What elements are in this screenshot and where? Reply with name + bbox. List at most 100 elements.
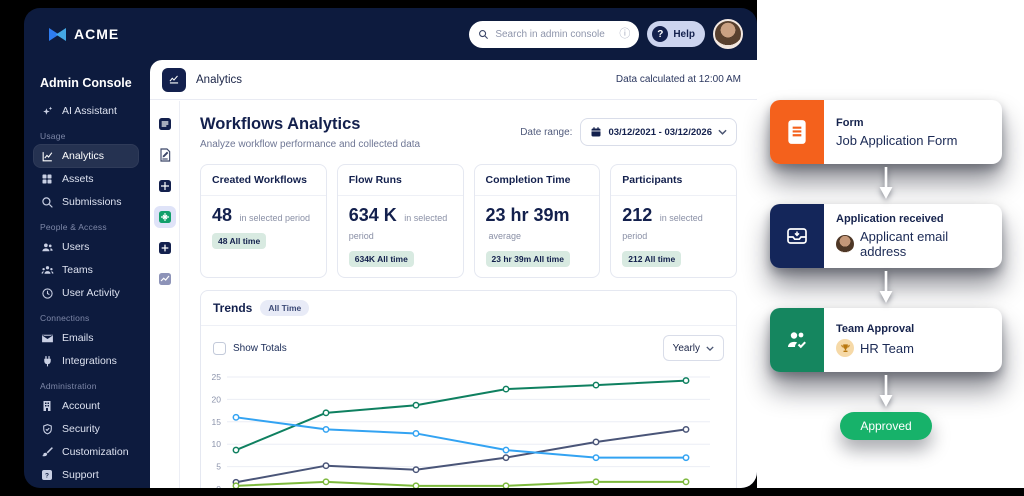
panel-header: Analytics Data calculated at 12:00 AM: [150, 60, 757, 100]
interval-dropdown[interactable]: Yearly: [662, 335, 724, 361]
account-icon: [40, 399, 54, 413]
sidebar-item-label: Account: [62, 400, 100, 412]
question-icon: ?: [652, 26, 669, 42]
search-input[interactable]: [495, 28, 614, 40]
stat-card-created-workflows: Created Workflows 48 in selected period …: [200, 164, 327, 278]
stats-row: Created Workflows 48 in selected period …: [200, 164, 737, 278]
svg-text:20: 20: [212, 394, 222, 404]
sidebar-item-security[interactable]: Security: [34, 418, 138, 440]
rail-add-icon[interactable]: [154, 237, 176, 259]
approved-status-pill[interactable]: Approved: [840, 412, 932, 440]
stat-title: Participants: [611, 165, 736, 196]
sidebar-item-label: Analytics: [62, 150, 105, 162]
arrow-down-icon: [877, 268, 895, 308]
date-range-dropdown[interactable]: 03/12/2021 - 03/12/2026: [580, 118, 737, 146]
date-range-value: 03/12/2021 - 03/12/2026: [608, 126, 712, 138]
sidebar-item-assets[interactable]: Assets: [34, 168, 138, 190]
sidebar-item-label: Assets: [62, 173, 94, 185]
plug-icon: [40, 354, 54, 368]
flow-step-title: Application received: [836, 213, 944, 225]
rail-doc-icon[interactable]: [154, 113, 176, 135]
content-area: Workflows Analytics Analyze workflow per…: [180, 101, 757, 488]
search-icon: [40, 195, 54, 209]
brand-name: ACME: [74, 26, 120, 42]
stat-caption: in selected period: [239, 213, 311, 223]
search-bar[interactable]: ⓘ: [469, 20, 640, 48]
grid-icon: [40, 172, 54, 186]
rail-grid-icon[interactable]: [154, 175, 176, 197]
trends-card: Trends All Time Show Totals Yearly 0 5 10 1…: [200, 290, 737, 488]
rail-signature-icon[interactable]: [154, 144, 176, 166]
sidebar-item-label: Submissions: [62, 196, 122, 208]
section-label-usage: Usage: [40, 131, 66, 141]
sidebar-item-label: Customization: [62, 446, 129, 458]
user-avatar[interactable]: [713, 19, 743, 49]
app-window: ACME ⓘ ? Help Admin Console AI Assistan: [24, 8, 757, 488]
stat-value: 23 hr 39m: [485, 205, 570, 225]
arrow-down-icon: [877, 372, 895, 412]
sidebar-item-label: User Activity: [62, 287, 120, 299]
help-button[interactable]: ? Help: [647, 21, 705, 47]
analytics-page-icon: [162, 67, 186, 92]
sidebar-item-integrations[interactable]: Integrations: [34, 350, 138, 372]
bottom-strip: [0, 488, 1024, 496]
stat-badge: 212 All time: [622, 251, 682, 267]
users-icon: [40, 240, 54, 254]
sidebar-item-ai-assistant[interactable]: AI Assistant: [34, 100, 138, 122]
flow-step-subtitle: HR Team: [860, 340, 914, 356]
info-icon[interactable]: ⓘ: [619, 27, 631, 40]
section-label-connections: Connections: [40, 313, 90, 323]
stat-value: 48: [212, 205, 233, 225]
chevron-down-icon: [706, 345, 714, 351]
analytics-icon: [40, 149, 54, 163]
acme-logo-icon: [48, 27, 67, 42]
svg-text:25: 25: [212, 372, 222, 382]
sidebar-item-customization[interactable]: Customization: [34, 441, 138, 463]
trophy-icon: [836, 339, 854, 357]
svg-text:15: 15: [212, 417, 222, 427]
trend-chart: 0510152025202020212022202420252026: [201, 365, 736, 488]
sidebar-item-support[interactable]: ? Support: [34, 464, 138, 486]
sidebar-item-account[interactable]: Account: [34, 395, 138, 417]
sidebar-item-label: Users: [62, 241, 90, 253]
flow-step-application-received[interactable]: Application received Applicant email add…: [770, 204, 1002, 268]
stat-card-completion-time: Completion Time 23 hr 39m average 23 hr …: [473, 164, 601, 278]
rail-workflows-icon[interactable]: [153, 206, 176, 228]
stat-value: 634 K: [348, 205, 397, 225]
stat-card-participants: Participants 212 in selected period 212 …: [610, 164, 737, 278]
sidebar-item-users[interactable]: Users: [34, 236, 138, 258]
app-rail: [150, 101, 180, 488]
svg-text:?: ?: [45, 473, 49, 480]
brand-logo[interactable]: ACME: [48, 26, 119, 42]
sidebar-item-emails[interactable]: Emails: [34, 327, 138, 349]
applicant-avatar: [836, 235, 854, 253]
sidebar-item-analytics[interactable]: Analytics: [33, 144, 139, 168]
sidebar-item-submissions[interactable]: Submissions: [34, 191, 138, 213]
sidebar-item-label: AI Assistant: [62, 105, 117, 117]
inbox-icon: [770, 204, 824, 268]
arrow-down-icon: [877, 164, 895, 204]
show-totals-checkbox[interactable]: [213, 341, 226, 355]
stat-caption: average: [488, 231, 522, 241]
rail-chart-icon[interactable]: [154, 268, 176, 290]
flow-step-subtitle: Job Application Form: [836, 132, 958, 148]
stat-caption: in selected period: [348, 213, 448, 241]
flow-step-form[interactable]: Form Job Application Form: [770, 100, 1002, 164]
form-doc-icon: [770, 100, 824, 164]
page-subtitle: Analyze workflow performance and collect…: [200, 139, 421, 150]
calendar-icon: [590, 126, 602, 138]
sidebar-item-teams[interactable]: Teams: [34, 259, 138, 281]
flow-step-title: Form: [836, 116, 864, 129]
sidebar-item-user-activity[interactable]: User Activity: [34, 282, 138, 304]
envelope-icon: [40, 331, 54, 345]
search-icon: [478, 29, 489, 40]
stat-card-flow-runs: Flow Runs 634 K in selected period 634K …: [336, 164, 464, 278]
sidebar: Admin Console AI Assistant Usage Analyti…: [24, 60, 150, 488]
sidebar-title: Admin Console: [40, 76, 132, 90]
sidebar-item-label: Integrations: [62, 355, 117, 367]
section-label-people: People & Access: [40, 222, 107, 232]
show-totals-label: Show Totals: [233, 342, 287, 354]
workflow-diagram: Form Job Application Form Application re…: [770, 100, 1002, 440]
panel-title: Analytics: [196, 73, 243, 86]
flow-step-team-approval[interactable]: Team Approval HR Team: [770, 308, 1002, 372]
